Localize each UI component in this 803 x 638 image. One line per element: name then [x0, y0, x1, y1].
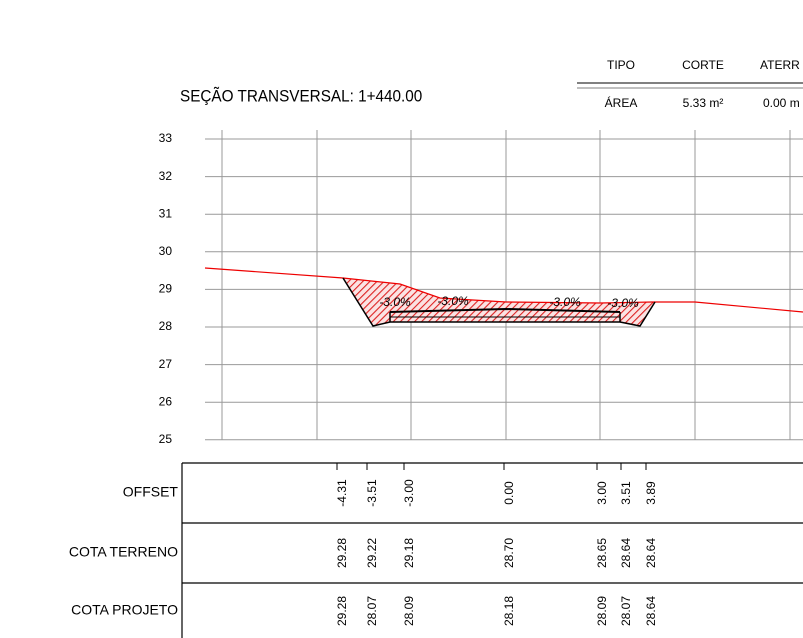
summary-cell: 5.33 m² [683, 96, 724, 110]
summary-header: TIPO [607, 58, 635, 72]
slope-label: -3.0% [437, 294, 469, 308]
y-tick-label: 29 [159, 282, 173, 296]
summary-header: CORTE [682, 58, 724, 72]
section-title: SEÇÃO TRANSVERSAL: 1+440.00 [180, 85, 422, 106]
y-tick-label: 30 [159, 244, 173, 258]
table-frame [181, 462, 803, 638]
slope-label: -3.0% [379, 295, 411, 309]
cell-value: 28.09 [402, 596, 416, 626]
slope-label: -3.0% [607, 296, 639, 310]
y-tick-label: 32 [159, 169, 173, 183]
slope-label: -3.0% [549, 295, 581, 309]
y-tick-label: 33 [159, 131, 173, 145]
cell-value: -3.51 [365, 479, 379, 507]
y-tick-label: 27 [159, 357, 173, 371]
cell-value: -3.00 [402, 479, 416, 507]
design-line [342, 277, 656, 327]
ground-line [204, 267, 803, 313]
cell-value: 29.18 [402, 538, 416, 568]
summary-cell: ÁREA [605, 95, 638, 110]
cell-value: 3.51 [619, 481, 633, 505]
cell-value: 28.18 [502, 596, 516, 626]
row-label: OFFSET [123, 484, 179, 500]
cell-value: 28.64 [644, 538, 658, 568]
pavement-top [389, 307, 621, 313]
cell-value: 28.70 [502, 538, 516, 568]
y-tick-label: 25 [159, 432, 173, 446]
cell-value: 28.07 [619, 596, 633, 626]
row-label: COTA PROJETO [71, 602, 178, 618]
y-tick-label: 26 [159, 394, 173, 408]
cell-value: 29.22 [365, 538, 379, 568]
cell-value: 28.07 [365, 596, 379, 626]
summary-header: ATERR [760, 58, 800, 72]
summary-cell: 0.00 m [763, 96, 800, 110]
cell-value: 28.65 [595, 538, 609, 568]
cell-value: 29.28 [335, 596, 349, 626]
cell-value: 28.64 [644, 596, 658, 626]
cell-value: 3.89 [644, 481, 658, 505]
y-tick-label: 31 [159, 206, 173, 220]
y-tick-label: 28 [159, 319, 173, 333]
row-label: COTA TERRENO [69, 544, 178, 560]
cell-value: 28.09 [595, 596, 609, 626]
cell-value: 0.00 [502, 481, 516, 505]
cell-value: 28.64 [619, 538, 633, 568]
cell-value: 29.28 [335, 538, 349, 568]
cell-value: 3.00 [595, 481, 609, 505]
cell-value: -4.31 [335, 479, 349, 507]
